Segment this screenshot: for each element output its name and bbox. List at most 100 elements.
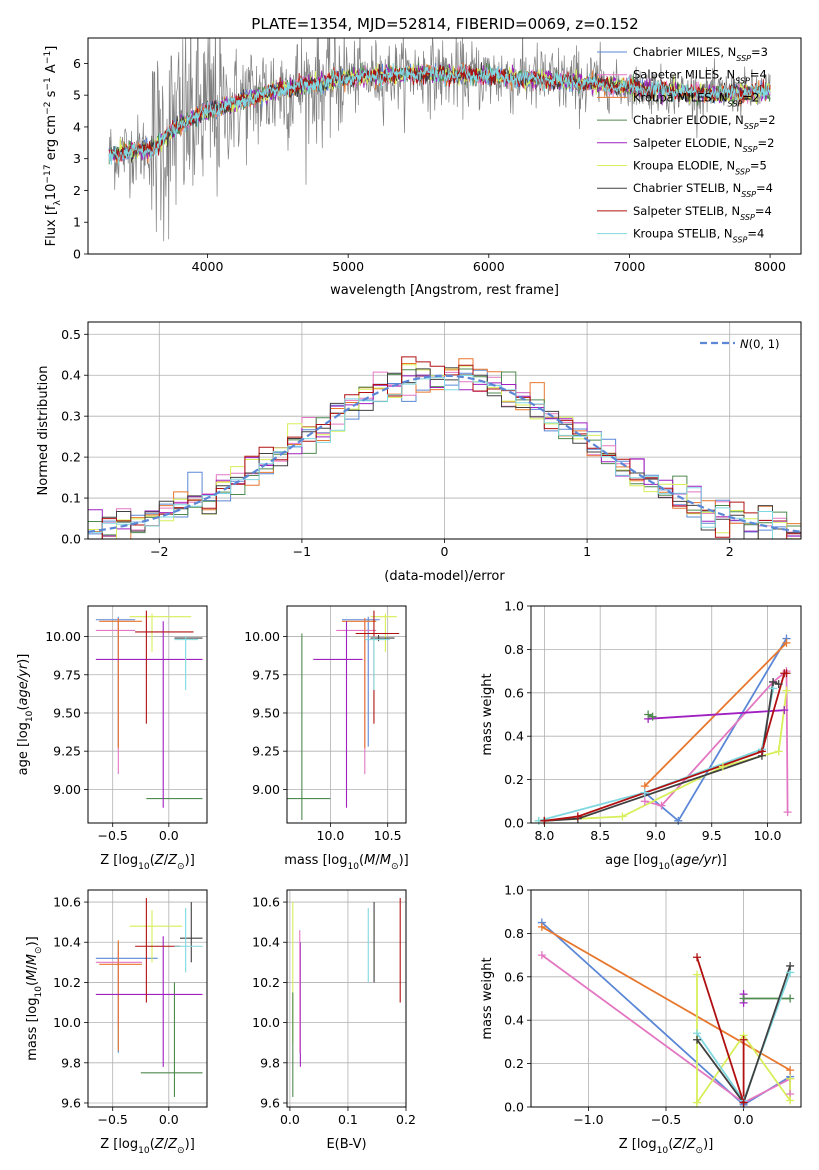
- y-tick-label: 10.6: [53, 895, 81, 910]
- mass-weight-vs-age-panel: 8.0 8.5 9.0 9.5 10.0 0.0 0.2 0.4 0.6 0.8 1.0 age [l…: [480, 599, 802, 872]
- age-vs-mass-panel: 10.0 10.5 9.00 9.25 9.50 9.75 10.00 mass [log10…: [244, 605, 409, 872]
- x-axis-label: E(B-V): [326, 1137, 366, 1152]
- mass-weight-marker: [648, 712, 657, 721]
- x-axis-label: mass [log10(M/M⊙)]: [284, 853, 408, 872]
- y-tick-label: 9.75: [53, 667, 81, 682]
- x-tick-label: 8.5: [590, 828, 610, 843]
- axes-frame: [87, 605, 208, 824]
- axes-frame: [530, 605, 802, 824]
- mass-weight-marker: [693, 970, 702, 979]
- legend-entry: N(0, 1): [740, 337, 780, 351]
- mass-weight-vs-metallicity-panel: −1.0 −0.5 0.0 0.0 0.2 0.4 0.6 0.8 1.0 Z [log10(Z/…: [480, 883, 802, 1156]
- mass-weight-marker: [693, 953, 702, 962]
- mass-weight-marker: [782, 669, 791, 678]
- x-axis-label: wavelength [Angstrom, rest frame]: [330, 283, 559, 298]
- mass-weight-marker: [769, 677, 778, 686]
- mass-weight-marker: [640, 797, 649, 806]
- y-tick-label: 0.4: [61, 368, 81, 383]
- y-tick-label: 0.8: [504, 642, 524, 657]
- mass-weight-marker: [786, 1066, 795, 1075]
- residual-histogram-plot: [88, 356, 801, 539]
- axes-frame: [87, 321, 802, 540]
- y-tick-label: 9.6: [61, 1095, 81, 1110]
- y-tick-label: 0.2: [504, 772, 524, 787]
- mass-weight-marker: [537, 951, 546, 960]
- mass-weight-marker: [693, 1035, 702, 1044]
- x-tick-label: 10.5: [374, 828, 402, 843]
- x-tick-label: 5000: [332, 259, 364, 274]
- y-tick-label: 0.0: [61, 532, 81, 547]
- y-tick-label: 1.0: [504, 599, 524, 614]
- y-tick-label: 5: [73, 88, 81, 103]
- mass-weight-marker: [644, 710, 653, 719]
- residual-histogram-panel: −2 −1 0 1 2 0.0 0.1 0.2 0.3 0.4 0.5 N(0, 1) (data-mo…: [36, 321, 802, 584]
- mass-weight-line: [541, 926, 791, 1071]
- legend-entry: Chabrier STELIB, NSSP=4: [633, 181, 773, 199]
- x-tick-label: −0.5: [98, 1112, 128, 1127]
- legend-entry: Salpeter MILES, NSSP=4: [633, 68, 767, 86]
- y-tick-label: 0.5: [61, 327, 81, 342]
- x-tick-label: 0.0: [734, 1112, 754, 1127]
- spectrum-panel: 4000 5000 6000 7000 8000 0 1 2 3 4 5 6 wavelength [A…: [43, 37, 802, 298]
- mass-weight-marker: [782, 686, 791, 695]
- y-tick-label: 0.1: [61, 491, 81, 506]
- legend-entry: Kroupa MILES, NSSP=2: [633, 90, 759, 108]
- legend-entry: Salpeter STELIB, NSSP=4: [633, 204, 772, 222]
- x-tick-label: 7000: [614, 259, 646, 274]
- axes-frame: [530, 889, 802, 1108]
- mass-weight-marker: [573, 812, 582, 821]
- spectrum-legend: Chabrier MILES, NSSP=3 Salpeter MILES, NS…: [597, 45, 776, 244]
- axes-frame: [87, 37, 802, 255]
- x-tick-label: 8.0: [534, 828, 554, 843]
- mass-weight-marker: [780, 706, 789, 715]
- mass-weight-marker: [783, 808, 792, 817]
- x-tick-label: 0.0: [159, 828, 179, 843]
- x-axis-label: (data-model)/error: [384, 569, 505, 584]
- x-tick-label: 0: [441, 544, 449, 559]
- y-tick-label: 10.6: [252, 895, 280, 910]
- y-axis-label: Flux [fλ10−17 erg cm−2 s−1 A−1]: [43, 46, 63, 247]
- age-vs-metallicity-panel: −0.5 0.0 9.00 9.25 9.50 9.75 10.00 Z [log10(Z/Z…: [16, 605, 208, 872]
- mass-weight-marker: [739, 1035, 748, 1044]
- y-tick-label: 9.00: [53, 782, 81, 797]
- x-tick-label: 0.2: [396, 1112, 416, 1127]
- y-tick-label: 9.50: [53, 705, 81, 720]
- axes-frame: [87, 889, 208, 1108]
- mass-weight-marker: [786, 994, 795, 1003]
- y-tick-label: 0.2: [504, 1056, 524, 1071]
- y-tick-label: 10.2: [252, 975, 280, 990]
- mass-weight-marker: [537, 922, 546, 931]
- mass-weight-marker: [786, 1074, 795, 1083]
- age-vs-metallicity-plot: [95, 610, 203, 808]
- mass-weight-marker: [640, 788, 649, 797]
- mass-weight-line: [696, 957, 745, 1103]
- x-axis-label: Z [log10(Z/Z⊙)]: [100, 1137, 195, 1156]
- mass-weight-marker: [786, 961, 795, 970]
- y-axis-label: mass [log10(M/M⊙)]: [25, 936, 44, 1060]
- x-tick-label: 10.0: [317, 828, 345, 843]
- y-tick-label: 9.75: [252, 667, 280, 682]
- y-axis-label: mass weight: [480, 673, 495, 755]
- mass-weight-line: [544, 672, 787, 822]
- mass-weight-line: [644, 669, 789, 813]
- x-tick-label: 0.0: [159, 1112, 179, 1127]
- mass-weight-marker: [757, 747, 766, 756]
- legend-entry: Kroupa STELIB, NSSP=4: [633, 227, 764, 245]
- x-tick-label: 0.0: [280, 1112, 300, 1127]
- x-axis-label: age [log10(age/yr)]: [605, 853, 727, 872]
- mass-weight-marker: [739, 1098, 748, 1107]
- y-tick-label: 0.3: [61, 409, 81, 424]
- y-tick-label: 9.6: [260, 1095, 280, 1110]
- mass-weight-marker: [774, 680, 783, 689]
- y-tick-label: 0.0: [504, 1100, 524, 1115]
- gaussian-reference-line: [88, 374, 801, 533]
- y-tick-label: 10.00: [244, 629, 280, 644]
- y-tick-label: 10.0: [252, 1015, 280, 1030]
- mass-weight-marker: [618, 812, 627, 821]
- x-tick-label: −1.0: [573, 1112, 603, 1127]
- mass-weight-line: [544, 680, 780, 822]
- y-axis-label: Normed distribution: [36, 366, 51, 496]
- x-tick-label: −1: [293, 544, 311, 559]
- mass-weight-marker: [657, 801, 666, 810]
